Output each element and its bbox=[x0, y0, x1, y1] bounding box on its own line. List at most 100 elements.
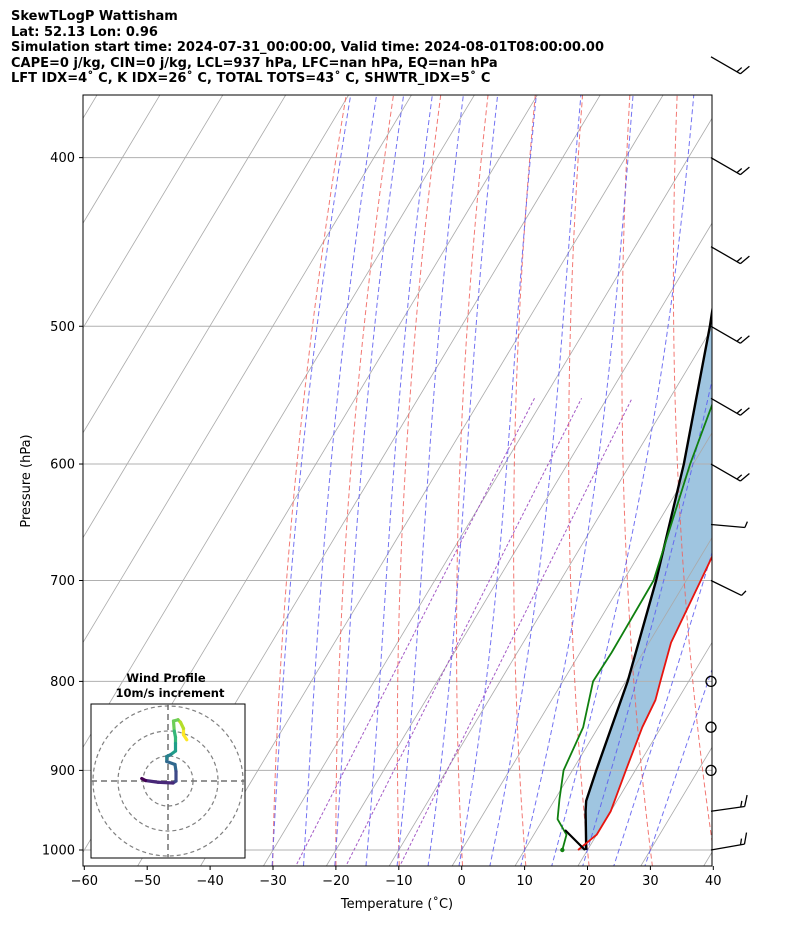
isotherm-line bbox=[514, 536, 712, 866]
wind-barb-flag bbox=[740, 472, 750, 482]
x-tick-label: 20 bbox=[579, 874, 596, 889]
hodograph-trace-segment bbox=[156, 780, 175, 785]
x-tick-label: 0 bbox=[458, 874, 466, 889]
moist-adiabat-line bbox=[271, 95, 352, 866]
wind-barb-half-flag bbox=[736, 474, 743, 480]
wind-barb-flag bbox=[740, 65, 750, 75]
x-tick-label: −30 bbox=[259, 874, 286, 889]
wind-barb-half-flag bbox=[744, 521, 748, 528]
dry-adiabat-line bbox=[772, 0, 794, 922]
wind-barb-staff bbox=[710, 56, 741, 75]
wind-barb-flag bbox=[744, 794, 748, 807]
dry-adiabat-line bbox=[272, 95, 347, 866]
hodograph-trace-segment bbox=[171, 719, 176, 733]
moist-adiabat-line bbox=[303, 95, 378, 866]
wind-barb-staff bbox=[710, 463, 741, 482]
moist-adiabat-line bbox=[520, 95, 634, 866]
x-tick-label: 30 bbox=[642, 874, 659, 889]
wind-barb-half-flag bbox=[740, 800, 743, 808]
wind-barb-half-flag bbox=[736, 167, 743, 174]
cape-fill bbox=[578, 312, 712, 850]
moist-adiabat-line bbox=[582, 377, 712, 866]
isotherm-line bbox=[83, 95, 538, 853]
plot-axes: −60−50−40−30−20−100102030401002003004005… bbox=[19, 151, 722, 912]
y-tick-label: 600 bbox=[50, 458, 75, 473]
wind-barb bbox=[710, 463, 750, 482]
wind-barb-flag bbox=[740, 335, 750, 344]
wind-barb-half-flag bbox=[736, 67, 743, 73]
wind-barb-staff bbox=[710, 805, 745, 812]
wind-barb-staff bbox=[710, 843, 745, 851]
mixing-ratio-line bbox=[295, 398, 535, 866]
wind-barb-flag bbox=[743, 832, 748, 845]
isotherm-line bbox=[451, 432, 712, 866]
hodograph-trace-segment bbox=[143, 778, 160, 784]
dry-adiabat-line bbox=[621, 95, 653, 866]
wind-barb bbox=[710, 397, 750, 416]
wind-barb-half-flag bbox=[739, 838, 743, 845]
moist-adiabat-line bbox=[365, 95, 433, 866]
mixing-ratio-line bbox=[399, 398, 633, 866]
wind-barb bbox=[710, 325, 750, 344]
dry-adiabat-line bbox=[513, 95, 536, 866]
wind-barb-calm bbox=[705, 675, 717, 688]
dry-adiabat-line bbox=[456, 95, 489, 866]
hodograph-ring bbox=[117, 730, 219, 832]
dry-adiabat-line bbox=[396, 95, 442, 866]
temperature-profile-line bbox=[577, 554, 712, 851]
x-tick-label: −10 bbox=[385, 874, 412, 889]
wind-barb-staff bbox=[710, 246, 741, 265]
wind-barb-calm bbox=[705, 721, 717, 733]
x-tick-label: −60 bbox=[71, 874, 98, 889]
wind-barb-staff bbox=[710, 523, 745, 529]
wind-barb bbox=[710, 56, 750, 75]
isotherm-line bbox=[388, 327, 712, 866]
cape-shading bbox=[578, 312, 712, 850]
isotherm-line bbox=[200, 95, 664, 866]
isotherm-line bbox=[733, 0, 794, 922]
moist-adiabat-line bbox=[458, 95, 537, 866]
y-axis-label: Pressure (hPa) bbox=[19, 434, 34, 527]
wind-barb-half-flag bbox=[736, 336, 743, 342]
wind-barb bbox=[710, 579, 747, 596]
dewpoint-surface-point bbox=[560, 847, 565, 853]
y-tick-label: 1000 bbox=[42, 844, 75, 859]
profile-lines bbox=[556, 304, 712, 853]
wind-barb-flag bbox=[740, 407, 750, 416]
chart-title-station: SkewTLogP Wattisham bbox=[11, 9, 178, 24]
x-tick-label: −20 bbox=[322, 874, 349, 889]
dry-adiabat-line bbox=[335, 95, 394, 866]
wind-barb-staff bbox=[710, 397, 741, 416]
dewpoint-profile-line bbox=[556, 402, 712, 851]
moist-adiabat-line bbox=[644, 668, 712, 866]
hodograph-plot bbox=[91, 704, 245, 858]
y-tick-label: 400 bbox=[50, 151, 75, 166]
isotherm-line bbox=[325, 222, 712, 866]
wind-barb-half-flag bbox=[736, 408, 743, 414]
wind-barb bbox=[710, 246, 750, 265]
wind-barb-flag bbox=[740, 166, 750, 176]
wind-barb bbox=[710, 832, 748, 851]
wind-barb bbox=[710, 157, 750, 176]
wind-barbs bbox=[705, 56, 750, 851]
plot-border bbox=[82, 94, 713, 867]
dry-adiabat-line bbox=[568, 95, 590, 866]
x-axis-label: Temperature (˚C) bbox=[340, 896, 453, 912]
wind-barb-half-flag bbox=[741, 590, 747, 596]
wind-barb-calm bbox=[705, 764, 717, 777]
x-tick-label: −50 bbox=[133, 874, 160, 889]
y-tick-label: 500 bbox=[50, 320, 75, 335]
moist-adiabat-line bbox=[396, 95, 464, 866]
dry-adiabat-line bbox=[723, 0, 794, 922]
wind-barb bbox=[710, 521, 748, 529]
hodograph-title: Wind Profile bbox=[126, 671, 206, 685]
moist-adiabat-line bbox=[427, 95, 499, 866]
wind-barb-staff bbox=[710, 325, 741, 344]
chart-title-cape: CAPE=0 j/kg, CIN=0 j/kg, LCL=937 hPa, LF… bbox=[11, 55, 498, 71]
x-tick-label: 10 bbox=[516, 874, 533, 889]
parcel-surface-segment bbox=[564, 829, 586, 851]
